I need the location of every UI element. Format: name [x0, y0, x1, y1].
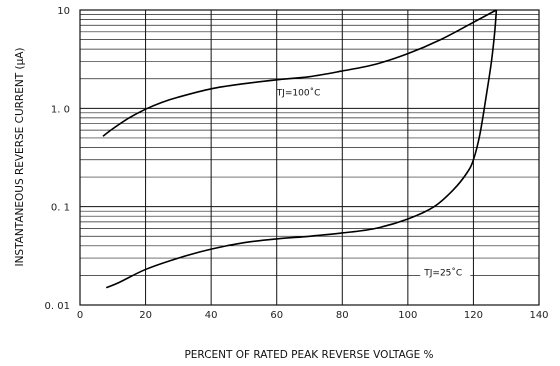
x-tick-label: 20	[139, 310, 152, 321]
curve-label-bg	[420, 266, 471, 279]
x-axis-ticks: 0 20 40 60 80 100 120 140	[77, 310, 549, 321]
y-tick-label: 1. 0	[51, 104, 70, 115]
curves	[102, 9, 498, 289]
x-tick-label: 80	[336, 310, 349, 321]
plot-frame	[79, 9, 540, 306]
y-axis-ticks: 0. 01 0. 1 1. 0 10	[45, 6, 70, 312]
x-tick-label: 0	[77, 310, 83, 321]
y-tick-label: 0. 01	[45, 301, 70, 312]
curve-label-tj-25c: TJ=25˚C	[423, 267, 462, 278]
grid-minor-lines	[80, 14, 539, 276]
curve-tj-100c	[102, 9, 497, 137]
y-axis-title: INSTANTANEOUS REVERSE CURRENT (μA)	[14, 47, 26, 266]
x-tick-label: 140	[529, 310, 548, 321]
grid-major-lines	[79, 9, 540, 306]
x-tick-label: 60	[270, 310, 283, 321]
y-tick-label: 0. 1	[51, 203, 70, 214]
x-tick-label: 40	[205, 310, 218, 321]
x-tick-label: 100	[398, 310, 417, 321]
x-axis-title: PERCENT OF RATED PEAK REVERSE VOLTAGE %	[184, 349, 433, 361]
x-tick-label: 120	[464, 310, 483, 321]
curve-labels: TJ=100˚C TJ=25˚C	[276, 88, 471, 279]
y-tick-label: 10	[57, 6, 70, 17]
curve-label-tj-100c: TJ=100˚C	[276, 88, 321, 99]
curve-tj-25c	[105, 9, 498, 289]
